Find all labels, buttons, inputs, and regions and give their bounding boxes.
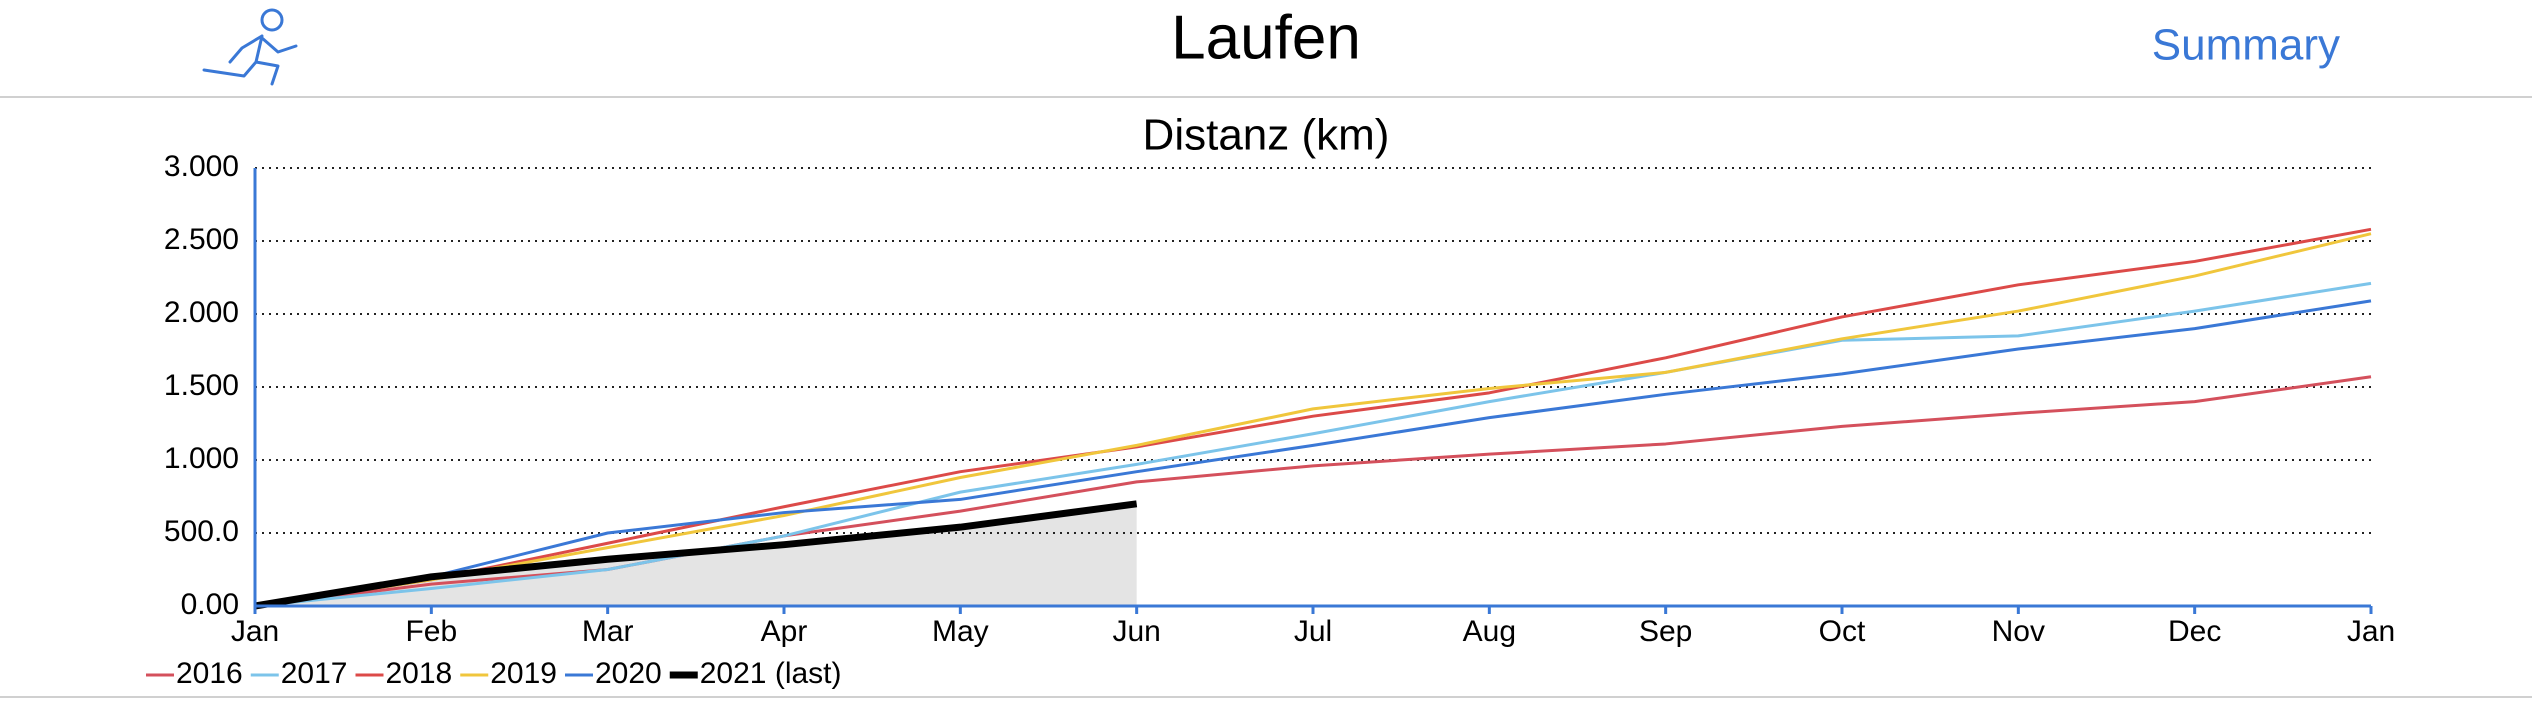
series-line (254, 500, 1138, 610)
y-tick-label: 1.000 (164, 442, 239, 475)
series-line (254, 232, 2372, 608)
legend-label: 2019 (490, 657, 557, 690)
series-line (254, 299, 2372, 608)
legend-label: 2020 (595, 657, 662, 690)
legend-label: 2016 (176, 657, 243, 690)
y-tick-label: 1.500 (164, 369, 239, 402)
x-tick-label: Apr (761, 615, 808, 648)
x-tick-label: Nov (1992, 615, 2045, 648)
legend-label: 2018 (386, 657, 453, 690)
x-tick-label: Jul (1294, 615, 1332, 648)
x-tick-label: Dec (2168, 615, 2221, 648)
run-icon (202, 8, 298, 86)
chart-title: Distanz (km) (1143, 111, 1390, 160)
x-tick-label: May (932, 615, 989, 648)
x-tick-label: Mar (582, 615, 634, 648)
x-tick-label: Aug (1463, 615, 1516, 648)
x-tick-label: Oct (1819, 615, 1866, 648)
y-tick-label: 0.00 (181, 588, 239, 621)
x-tick-label: Feb (405, 615, 457, 648)
summary-button[interactable]: Summary (2152, 21, 2340, 70)
screen-title: Laufen (1171, 3, 1361, 72)
y-tick-label: 2.000 (164, 296, 239, 329)
series-line (254, 227, 2372, 608)
x-tick-label: Jan (2347, 615, 2395, 648)
x-tick-label: Sep (1639, 615, 1692, 648)
legend-label: 2017 (281, 657, 348, 690)
x-tick-label: Jun (1112, 615, 1160, 648)
series-line (254, 281, 2372, 608)
plot (254, 167, 2372, 610)
series-line (254, 375, 2372, 608)
y-tick-label: 3.000 (164, 150, 239, 183)
y-tick-label: 500.0 (164, 515, 239, 548)
legend-label: 2021 (last) (700, 657, 842, 690)
y-tick-label: 2.500 (164, 223, 239, 256)
x-tick-label: Jan (231, 615, 279, 648)
